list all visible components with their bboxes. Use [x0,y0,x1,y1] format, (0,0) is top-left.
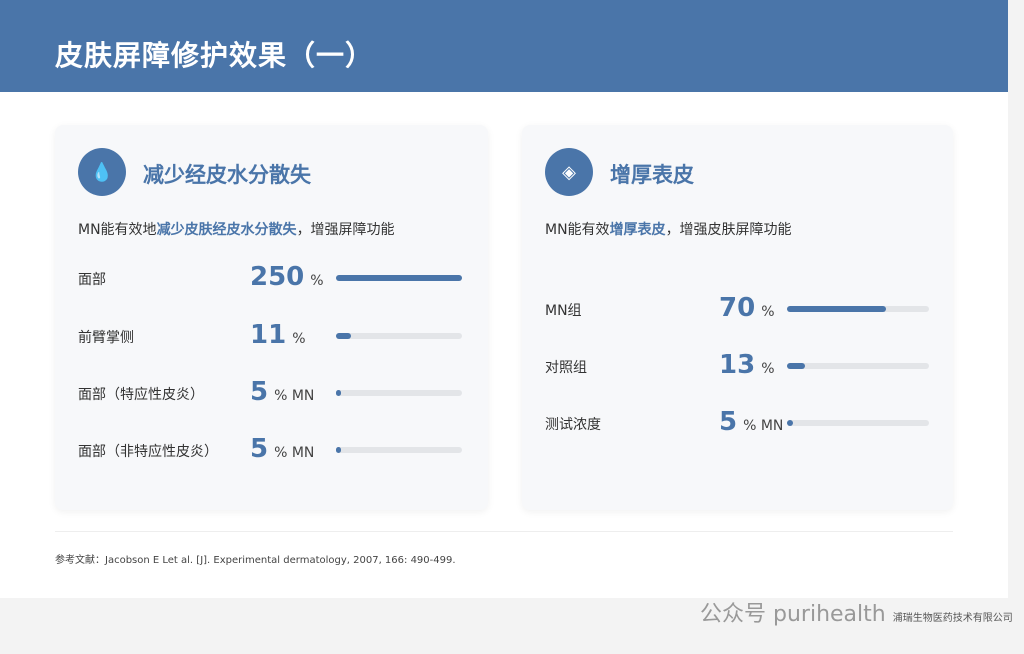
progress-track [336,447,462,453]
metric-value: 70 [719,293,756,323]
card-title: 减少经皮水分散失 [143,163,311,187]
metric-value-group: 13% [719,350,775,380]
metric-row: 面部（特应性皮炎） 5 % MN [78,377,468,407]
metric-row: MN组 70% [545,293,935,323]
metric-value: 5 [250,377,269,407]
metric-value-group: 70% [719,293,775,323]
progress-track [336,390,462,396]
metric-row: 前臂掌侧 11% [78,320,468,350]
metric-label: 面部 [78,272,106,288]
metric-label: 测试浓度 [545,417,601,433]
metric-value: 250 [250,262,305,292]
metric-value: 13 [719,350,756,380]
progress-track [336,275,462,281]
watermark: 公众号 purihealth 浦瑞生物医药技术有限公司 [700,602,1013,627]
card-transepidermal-water-loss: 💧 减少经皮水分散失 MN能有效地减少皮肤经皮水分散失，增强屏障功能 面部 25… [55,125,488,510]
metric-value-group: 250% [250,262,324,292]
metric-unit: % MN [274,445,315,461]
metric-unit: % MN [274,388,315,404]
header-banner: 皮肤屏障修护效果（一） [0,0,1008,92]
layers-icon: ◈ [545,148,593,196]
progress-fill [787,363,806,369]
metric-label: 面部（非特应性皮炎） [78,444,218,460]
progress-fill [336,333,352,339]
progress-fill [787,420,793,426]
slide: 皮肤屏障修护效果（一） 💧 减少经皮水分散失 MN能有效地减少皮肤经皮水分散失，… [0,0,1008,598]
metric-row: 面部 250% [78,262,468,292]
progress-fill [787,306,887,312]
progress-track [787,306,929,312]
metric-value: 5 [250,434,269,464]
water-drop-icon: 💧 [78,148,126,196]
reference-text: 参考文献：Jacobson E Let al. [J]. Experimenta… [55,555,456,566]
divider [55,531,953,532]
metric-value: 11 [250,320,287,350]
metric-value-group: 5 % MN [719,407,783,437]
progress-track [336,333,462,339]
progress-fill [336,390,342,396]
metric-label: 前臂掌侧 [78,330,134,346]
page-title: 皮肤屏障修护效果（一） [55,39,375,72]
card-description: MN能有效地减少皮肤经皮水分散失，增强屏障功能 [78,222,395,238]
card-title: 增厚表皮 [610,163,694,187]
metric-row: 对照组 13% [545,350,935,380]
metric-unit: % [761,361,775,377]
metric-row: 测试浓度 5 % MN [545,407,935,437]
metric-unit: % MN [743,418,784,434]
progress-track [787,363,929,369]
metric-label: 面部（特应性皮炎） [78,387,204,403]
progress-track [787,420,929,426]
progress-fill [336,275,462,281]
card-description: MN能有效增厚表皮，增强皮肤屏障功能 [545,222,792,238]
metric-value: 5 [719,407,738,437]
card-epidermis-thickening: ◈ 增厚表皮 MN能有效增厚表皮，增强皮肤屏障功能 MN组 70% 对照组 13%… [522,125,953,510]
metric-unit: % [761,304,775,320]
metric-label: MN组 [545,303,582,319]
metric-unit: % [292,331,306,347]
metric-value-group: 5 % MN [250,377,314,407]
progress-fill [336,447,342,453]
metric-unit: % [310,273,324,289]
metric-value-group: 11% [250,320,306,350]
metric-value-group: 5 % MN [250,434,314,464]
metric-label: 对照组 [545,360,587,376]
metric-row: 面部（非特应性皮炎） 5 % MN [78,434,468,464]
